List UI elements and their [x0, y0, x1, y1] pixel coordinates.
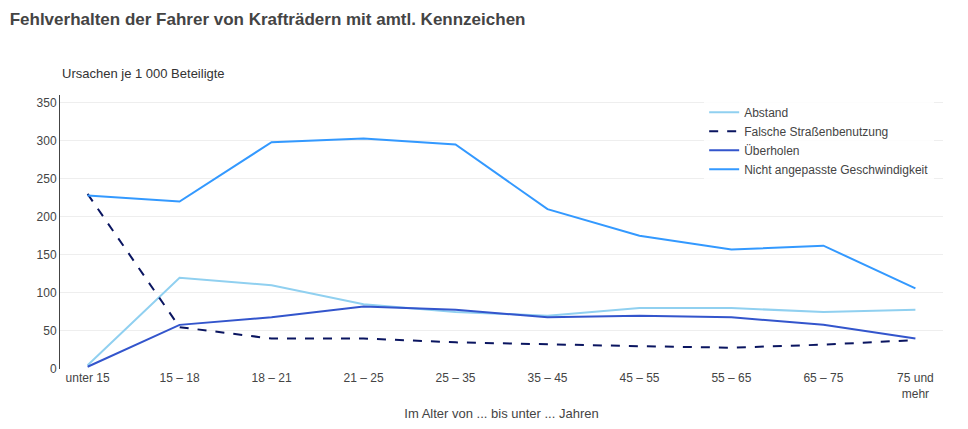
- svg-text:35 – 45: 35 – 45: [527, 371, 567, 385]
- svg-text:300: 300: [37, 134, 57, 148]
- svg-text:Ursachen je 1 000 Beteiligte: Ursachen je 1 000 Beteiligte: [62, 66, 225, 81]
- svg-text:65 – 75: 65 – 75: [803, 371, 843, 385]
- svg-text:Falsche Straßenbenutzung: Falsche Straßenbenutzung: [744, 125, 888, 139]
- svg-text:200: 200: [37, 210, 57, 224]
- svg-text:Fehlverhalten der Fahrer von K: Fehlverhalten der Fahrer von Krafträdern…: [10, 10, 526, 29]
- svg-text:Abstand: Abstand: [744, 106, 788, 120]
- svg-text:150: 150: [37, 248, 57, 262]
- svg-text:18 – 21: 18 – 21: [252, 371, 292, 385]
- svg-text:Überholen: Überholen: [744, 144, 799, 158]
- svg-text:45 – 55: 45 – 55: [619, 371, 659, 385]
- svg-text:15 – 18: 15 – 18: [160, 371, 200, 385]
- svg-text:100: 100: [37, 286, 57, 300]
- svg-text:Nicht angepasste Geschwindigke: Nicht angepasste Geschwindigkeit: [744, 163, 928, 177]
- svg-text:75 undmehr: 75 undmehr: [897, 371, 934, 401]
- svg-text:21 – 25: 21 – 25: [344, 371, 384, 385]
- svg-text:0: 0: [50, 362, 57, 376]
- svg-text:25 – 35: 25 – 35: [435, 371, 475, 385]
- svg-text:50: 50: [43, 324, 57, 338]
- svg-text:250: 250: [37, 172, 57, 186]
- svg-text:unter 15: unter 15: [66, 371, 110, 385]
- svg-text:350: 350: [37, 96, 57, 110]
- svg-text:Im Alter von ... bis unter ...: Im Alter von ... bis unter ... Jahren: [404, 406, 598, 421]
- svg-text:55 – 65: 55 – 65: [711, 371, 751, 385]
